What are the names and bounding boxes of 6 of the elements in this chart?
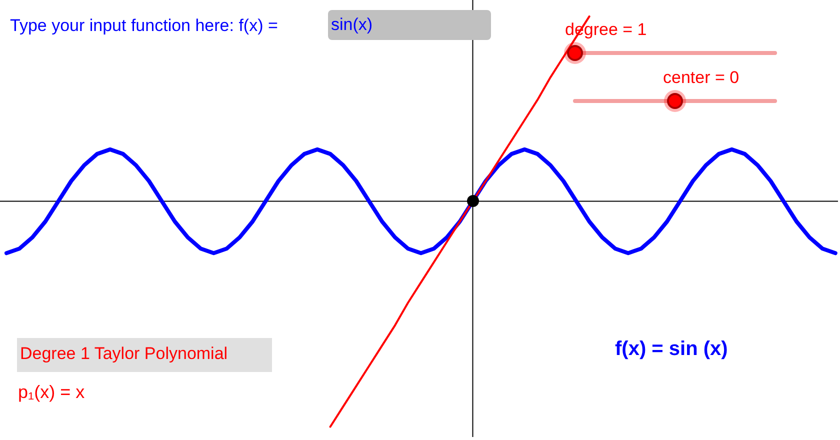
- annotation: sin(x): [330, 14, 374, 36]
- text: p₁(x) = x: [18, 382, 85, 403]
- annotation: Type your input function here: f(x) =: [10, 16, 278, 36]
- annotation: Degree 1 Taylor Polynomial: [19, 343, 229, 365]
- annotation: center = 0: [663, 68, 740, 88]
- text: f(x) = sin (x): [615, 338, 728, 361]
